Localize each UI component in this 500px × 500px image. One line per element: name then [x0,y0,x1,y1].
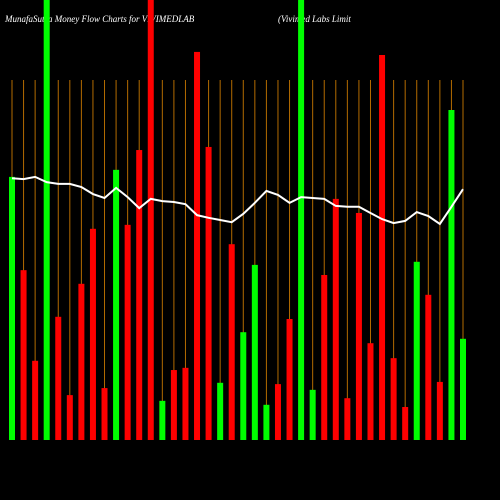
bar [240,332,247,440]
bar [43,0,50,440]
bar [251,264,258,440]
bar [436,381,443,440]
bar [159,400,166,440]
bar [286,319,293,440]
bar [205,146,212,440]
bar [367,343,374,440]
bar [78,283,85,440]
bar [298,0,305,440]
bar [263,404,270,440]
bar [448,110,455,440]
bar [124,224,131,440]
bar [355,212,362,440]
bar [170,370,177,440]
bar [9,176,15,440]
chart-subtitle: (Vivimed Labs Limit [278,14,351,24]
bar [20,270,27,440]
bar [390,358,397,440]
bar [101,388,108,440]
bar [228,244,235,440]
bar [113,169,120,440]
bar [32,360,39,440]
chart-title: MunafaSutra Money Flow Charts for VIVIME… [4,14,195,24]
bar [332,198,339,440]
money-flow-line [11,175,464,226]
bar [379,55,386,440]
bar [460,338,466,440]
bar [321,275,328,440]
bar [136,150,143,441]
bar [413,261,420,440]
bar [309,389,316,440]
bar [66,395,73,440]
bar [425,294,432,440]
bar [89,228,96,440]
bar [344,398,351,440]
bar [182,367,189,440]
bar [194,51,201,441]
bar [217,382,224,440]
bar [147,0,154,440]
bar [402,407,409,440]
bar [55,316,62,440]
bar [274,384,281,440]
